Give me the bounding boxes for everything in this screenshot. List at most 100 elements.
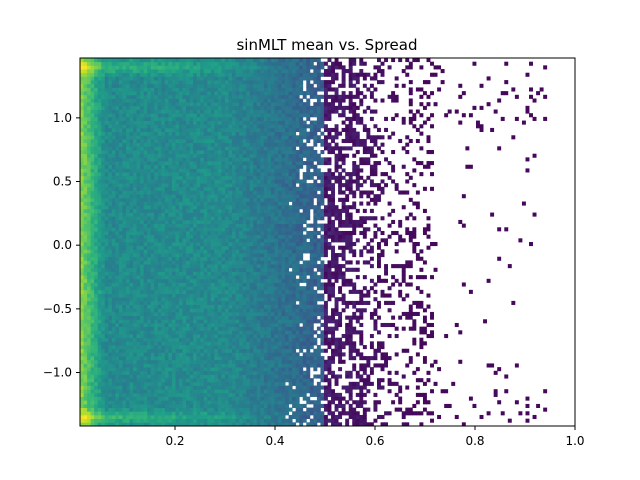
heatmap-cell — [224, 275, 229, 280]
heatmap-cell — [157, 334, 162, 339]
heatmap-cell — [327, 418, 332, 423]
heatmap-cell — [320, 249, 325, 254]
heatmap-cell — [384, 322, 389, 328]
heatmap-cell — [214, 197, 219, 202]
heatmap-cell — [253, 230, 258, 236]
heatmap-cell — [253, 256, 258, 261]
heatmap-cell — [323, 407, 328, 412]
heatmap-cell — [147, 315, 152, 320]
heatmap-cell — [140, 374, 145, 379]
heatmap-cell — [115, 374, 120, 379]
heatmap-cell — [313, 219, 318, 224]
heatmap-cell — [97, 326, 102, 331]
heatmap-cell — [309, 389, 314, 394]
heatmap-cell — [281, 396, 286, 401]
heatmap-cell — [210, 356, 215, 361]
heatmap-cell — [221, 205, 226, 210]
heatmap-cell — [136, 238, 141, 243]
heatmap-cell — [267, 407, 272, 412]
heatmap-cell — [341, 282, 346, 287]
heatmap-cell — [90, 201, 95, 206]
heatmap-cell — [125, 341, 130, 346]
heatmap-cell — [253, 418, 258, 423]
heatmap-cell — [285, 326, 290, 331]
heatmap-cell — [221, 389, 226, 394]
heatmap-cell — [316, 311, 321, 316]
heatmap-cell — [274, 315, 279, 320]
heatmap-cell — [408, 230, 413, 236]
heatmap-cell — [461, 422, 466, 427]
heatmap-cell — [94, 300, 99, 305]
heatmap-cell — [101, 319, 106, 324]
heatmap-cell — [320, 201, 325, 206]
heatmap-cell — [228, 297, 233, 302]
heatmap-cell — [147, 370, 152, 375]
heatmap-cell — [171, 352, 176, 357]
heatmap-cell — [369, 197, 374, 202]
heatmap-cell — [164, 374, 169, 379]
heatmap-cell — [270, 403, 275, 408]
heatmap-cell — [133, 345, 137, 350]
heatmap-cell — [150, 385, 155, 390]
heatmap-cell — [352, 230, 357, 236]
heatmap-cell — [278, 374, 282, 379]
heatmap-cell — [373, 418, 378, 423]
heatmap-cell — [87, 219, 92, 224]
heatmap-cell — [373, 216, 378, 221]
heatmap-cell — [210, 304, 215, 309]
heatmap-cell — [108, 322, 113, 328]
heatmap-cell — [320, 385, 325, 390]
heatmap-cell — [232, 326, 236, 331]
heatmap-cell — [260, 227, 265, 232]
heatmap-cell — [196, 308, 201, 313]
heatmap-cell — [359, 337, 364, 342]
heatmap-cell — [419, 289, 424, 294]
heatmap-cell — [133, 334, 137, 339]
heatmap-cell — [140, 205, 145, 210]
heatmap-cell — [221, 286, 226, 291]
heatmap-cell — [313, 414, 318, 420]
heatmap-cell — [129, 352, 134, 357]
heatmap-cell — [186, 230, 191, 236]
heatmap-cell — [256, 422, 261, 427]
heatmap-cell — [529, 242, 533, 247]
heatmap-cell — [320, 297, 325, 302]
heatmap-cell — [263, 205, 268, 210]
heatmap-cell — [274, 411, 279, 416]
heatmap-cell — [228, 348, 233, 353]
heatmap-cell — [267, 253, 272, 258]
heatmap-cell — [242, 352, 247, 357]
heatmap-cell — [80, 197, 84, 202]
heatmap-cell — [292, 403, 297, 408]
heatmap-cell — [168, 286, 173, 291]
heatmap-cell — [239, 418, 244, 423]
heatmap-cell — [186, 414, 191, 420]
heatmap-cell — [302, 356, 307, 361]
heatmap-cell — [256, 400, 261, 405]
heatmap-cell — [239, 385, 244, 390]
heatmap-cell — [224, 234, 229, 239]
heatmap-cell — [316, 208, 321, 213]
heatmap-cell — [164, 197, 169, 202]
heatmap-cell — [186, 308, 191, 313]
heatmap-cell — [239, 352, 244, 357]
heatmap-cell — [210, 385, 215, 390]
heatmap-cell — [161, 370, 166, 375]
heatmap-cell — [122, 293, 127, 298]
heatmap-cell — [133, 389, 137, 394]
heatmap-cell — [136, 300, 141, 305]
heatmap-cell — [256, 374, 261, 379]
heatmap-cell — [143, 282, 148, 287]
heatmap-cell — [196, 260, 201, 265]
heatmap-cell — [214, 293, 219, 298]
heatmap-cell — [101, 208, 106, 213]
heatmap-cell — [228, 300, 233, 305]
heatmap-cell — [267, 245, 272, 250]
heatmap-cell — [203, 348, 208, 353]
heatmap-cell — [118, 271, 123, 276]
heatmap-cell — [405, 385, 410, 390]
heatmap-cell — [196, 230, 201, 236]
heatmap-cell — [122, 319, 127, 324]
heatmap-cell — [136, 411, 141, 416]
heatmap-cell — [260, 201, 265, 206]
